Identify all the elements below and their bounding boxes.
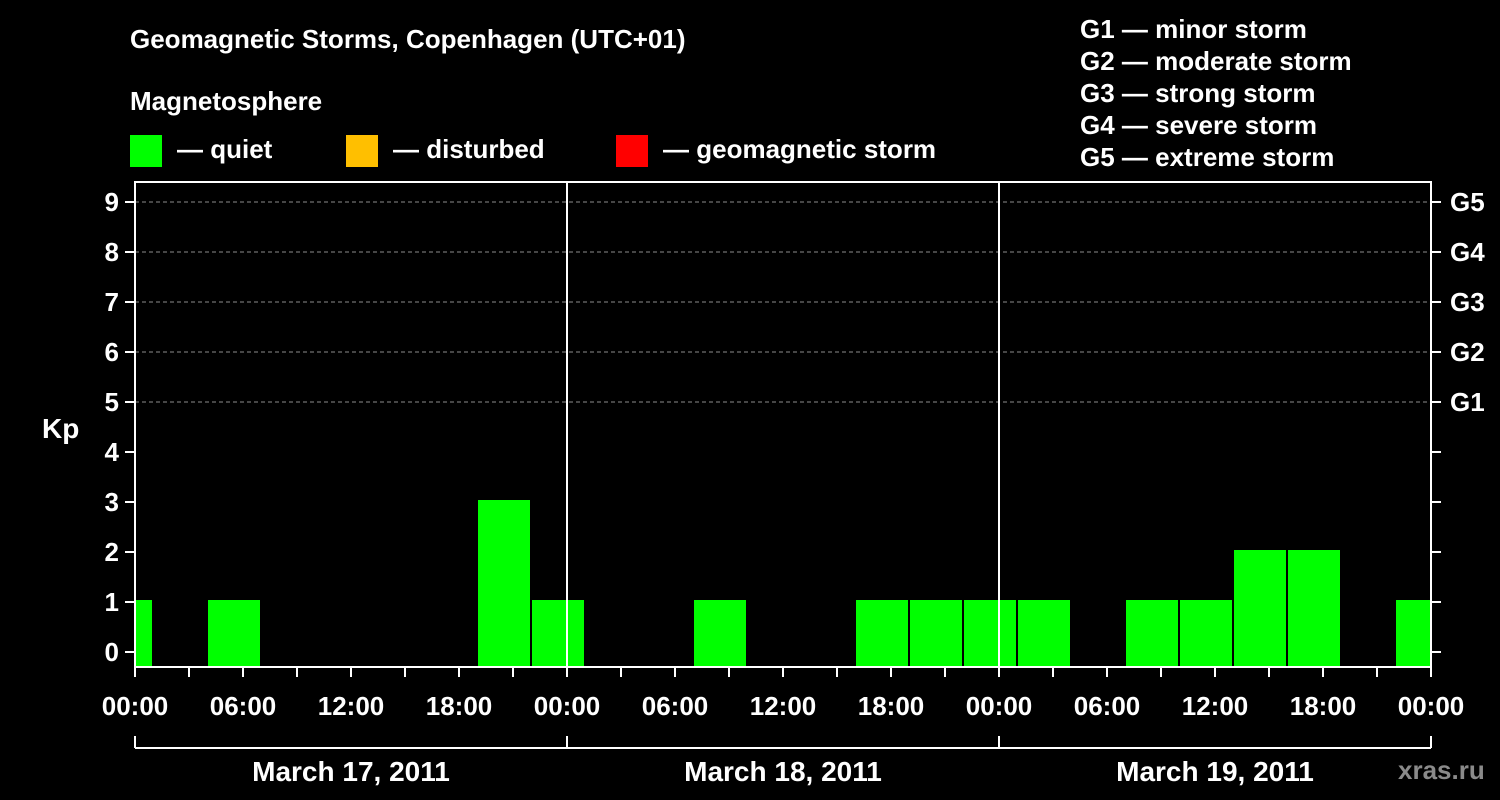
y-tick-label-5: 5 [105, 387, 119, 417]
chart-title: Geomagnetic Storms, Copenhagen (UTC+01) [130, 24, 686, 54]
y-tick-label-3: 3 [105, 487, 119, 517]
y-axis-label: Kp [42, 413, 79, 444]
legend-swatch-storm [616, 135, 648, 167]
kp-bar-12 [1288, 550, 1340, 667]
x-tick-label-7: 18:00 [858, 691, 925, 721]
kp-bar-1 [208, 600, 260, 667]
legend-heading: Magnetosphere [130, 86, 323, 116]
kp-bar-10 [1180, 600, 1232, 667]
y-tick-label-7: 7 [105, 287, 119, 317]
kp-bar-6 [910, 600, 962, 667]
day-label-2: March 18, 2011 [684, 756, 882, 787]
legend-label-quiet: — quiet [177, 134, 273, 164]
kp-bar-2 [478, 500, 530, 667]
storm-scale-g5: G5 — extreme storm [1080, 142, 1335, 172]
y-tick-label-1: 1 [105, 587, 119, 617]
y2-label-g4: G4 [1450, 237, 1485, 267]
storm-scale-g1: G1 — minor storm [1080, 14, 1307, 44]
legend-label-storm: — geomagnetic storm [663, 134, 937, 164]
legend-swatch-disturbed [346, 135, 378, 167]
y-tick-label-0: 0 [105, 637, 119, 667]
x-tick-label-5: 06:00 [642, 691, 709, 721]
kp-bar-4 [694, 600, 746, 667]
y-tick-label-4: 4 [105, 437, 120, 467]
y-tick-label-2: 2 [105, 537, 119, 567]
x-tick-label-6: 12:00 [750, 691, 817, 721]
storm-scale-g2: G2 — moderate storm [1080, 46, 1352, 76]
x-tick-label-3: 18:00 [426, 691, 493, 721]
kp-bar-11 [1234, 550, 1286, 667]
x-tick-label-1: 06:00 [210, 691, 277, 721]
y-tick-label-8: 8 [105, 237, 119, 267]
kp-bar-13 [1396, 600, 1430, 667]
y-tick-label-6: 6 [105, 337, 119, 367]
y-tick-label-9: 9 [105, 187, 119, 217]
kp-bar-0 [136, 600, 152, 667]
x-tick-label-8: 00:00 [966, 691, 1033, 721]
y2-label-g2: G2 [1450, 337, 1485, 367]
kp-bar-8 [1018, 600, 1070, 667]
storm-scale-g4: G4 — severe storm [1080, 110, 1318, 140]
x-tick-label-2: 12:00 [318, 691, 385, 721]
storm-scale-g3: G3 — strong storm [1080, 78, 1316, 108]
x-tick-label-0: 00:00 [102, 691, 169, 721]
x-tick-label-10: 12:00 [1182, 691, 1249, 721]
legend-swatch-quiet [130, 135, 162, 167]
x-tick-label-9: 06:00 [1074, 691, 1141, 721]
day-label-3: March 19, 2011 [1116, 756, 1314, 787]
y2-label-g3: G3 [1450, 287, 1485, 317]
kp-bar-7 [964, 600, 1016, 667]
y2-label-g5: G5 [1450, 187, 1485, 217]
x-tick-label-11: 18:00 [1290, 691, 1357, 721]
legend-label-disturbed: — disturbed [393, 134, 545, 164]
kp-bar-9 [1126, 600, 1178, 667]
x-tick-label-4: 00:00 [534, 691, 601, 721]
kp-bar-5 [856, 600, 908, 667]
day-label-1: March 17, 2011 [252, 756, 450, 787]
watermark: xras.ru [1398, 755, 1485, 785]
x-tick-label-12: 00:00 [1398, 691, 1465, 721]
kp-bar-3 [532, 600, 584, 667]
y2-label-g1: G1 [1450, 387, 1485, 417]
